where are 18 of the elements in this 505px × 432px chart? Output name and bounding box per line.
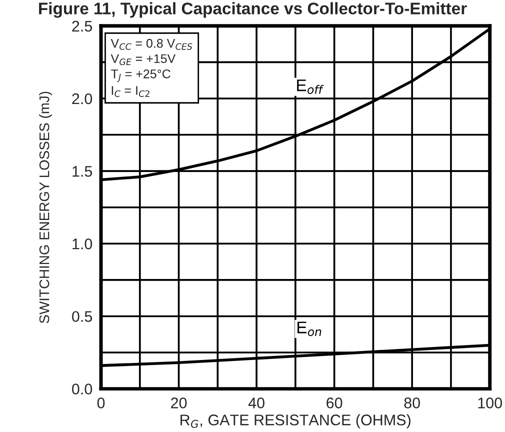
x-axis-title: R$_{G}$, GATE RESISTANCE (OHMS): [180, 414, 410, 428]
y-tick-label: 2.0: [72, 93, 92, 104]
x-tick-label: 100: [478, 398, 502, 408]
x-tick-label: 80: [404, 398, 420, 408]
y-tick-label: 0.0: [72, 384, 92, 394]
x-tick-label: 60: [326, 398, 342, 408]
text: V$_{CC}$ = 0.8 V$_{CES}$ V$_{GE}$ = +15V T$_{J}$ = +25°C I$_{C}$ = I$_{C2}$: [110, 38, 192, 97]
x-tick-label: 40: [248, 398, 264, 408]
x-tick-label: 20: [171, 398, 187, 408]
chart-title: Figure 11, Typical Capacitance vs Collector-To-Emitter: [39, 2, 467, 18]
x-tick-label: 0: [97, 398, 105, 408]
y-tick-label: 2.5: [72, 20, 92, 32]
series-label: E$_{on}$: [298, 322, 322, 336]
y-tick-label: 1.5: [72, 166, 92, 177]
y-axis-title: SWITCHING ENERGY LOSSES (mJ): [39, 92, 52, 324]
y-tick-label: 0.5: [72, 311, 92, 322]
y-tick-label: 1.0: [72, 238, 92, 250]
series-label: E$_{off}$: [297, 80, 324, 94]
